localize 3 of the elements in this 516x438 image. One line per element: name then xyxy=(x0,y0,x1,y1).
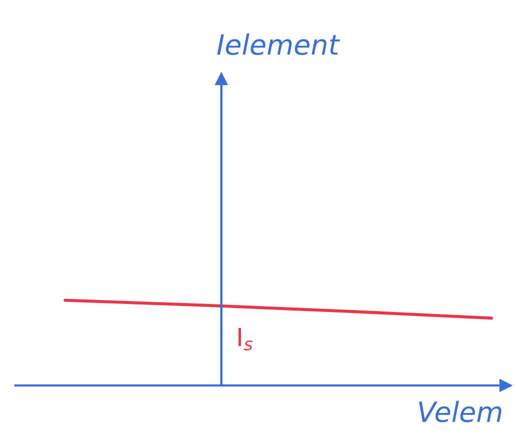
text: Ielement xyxy=(217,34,340,56)
annotation: I$_{s}$ xyxy=(238,328,252,351)
x-axis-title: Velem xyxy=(419,400,502,422)
